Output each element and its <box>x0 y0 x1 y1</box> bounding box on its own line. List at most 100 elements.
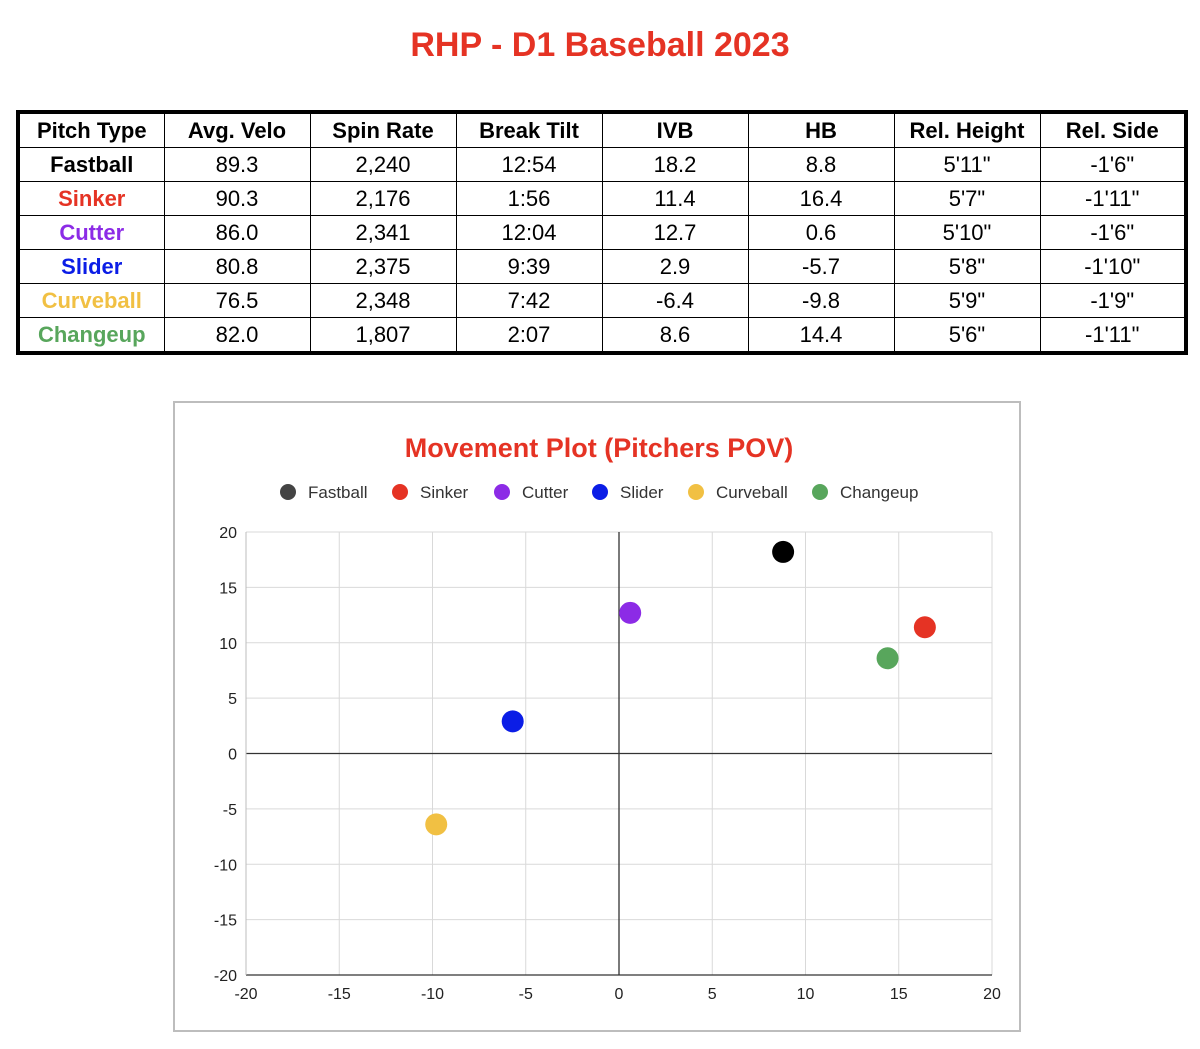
data-point-fastball <box>772 540 795 563</box>
legend-label: Sinker <box>420 483 469 502</box>
table-cell: 2:07 <box>455 317 603 354</box>
pitch-type-cell: Cutter <box>17 215 165 250</box>
table-cell: -1'9" <box>1039 283 1187 318</box>
table-row: Fastball 89.3 2,240 12:54 18.2 8.8 5'11" -1'6" <box>17 147 1187 182</box>
table-cell: 80.8 <box>163 249 311 284</box>
legend-label: Curveball <box>716 483 788 502</box>
table-cell: 5'7" <box>893 181 1041 216</box>
x-tick-label: 0 <box>615 986 624 1003</box>
table-row: Curveball 76.5 2,348 7:42 -6.4 -9.8 5'9" -1'9" <box>17 283 1187 318</box>
header-break-tilt: Break Tilt <box>455 111 603 148</box>
pitch-type-cell: Curveball <box>17 283 165 318</box>
chart-tick-labels: -20 -15 -10 -5 0 5 10 15 20 20 15 10 5 0 -5 -10 -15 -20 <box>214 525 1001 1003</box>
chart-axes <box>245 532 992 976</box>
table-cell: -6.4 <box>601 283 749 318</box>
data-point-changeup <box>876 647 899 670</box>
table-cell: -1'11" <box>1039 317 1187 354</box>
y-tick-label: -5 <box>223 802 237 819</box>
table-cell: 82.0 <box>163 317 311 354</box>
table-cell: 1:56 <box>455 181 603 216</box>
y-tick-label: 10 <box>219 636 237 653</box>
header-spin-rate: Spin Rate <box>309 111 457 148</box>
table-cell: 0.6 <box>747 215 895 250</box>
table-cell: 2,240 <box>309 147 457 182</box>
table-cell: -1'6" <box>1039 215 1187 250</box>
movement-plot-svg: Movement Plot (Pitchers POV) Fastball Sin… <box>214 433 1001 1003</box>
y-tick-label: -10 <box>214 857 237 874</box>
x-tick-label: 15 <box>890 986 908 1003</box>
header-hb: HB <box>747 111 895 148</box>
legend-marker <box>812 484 828 500</box>
table-cell: 5'10" <box>893 215 1041 250</box>
legend-label: Cutter <box>522 483 569 502</box>
legend-marker <box>688 484 704 500</box>
table-cell: 2,341 <box>309 215 457 250</box>
legend-label: Slider <box>620 483 664 502</box>
y-tick-label: 20 <box>219 525 237 542</box>
legend-label: Changeup <box>840 483 918 502</box>
x-tick-label: 10 <box>797 986 815 1003</box>
table-cell: -5.7 <box>747 249 895 284</box>
table-cell: -1'6" <box>1039 147 1187 182</box>
table-cell: 5'6" <box>893 317 1041 354</box>
x-tick-label: -10 <box>421 986 444 1003</box>
x-tick-label: 5 <box>708 986 717 1003</box>
table-cell: 12:54 <box>455 147 603 182</box>
legend-marker <box>494 484 510 500</box>
table-cell: 8.6 <box>601 317 749 354</box>
data-point-slider <box>501 710 524 733</box>
table-cell: 1,807 <box>309 317 457 354</box>
table-cell: -1'10" <box>1039 249 1187 284</box>
x-tick-label: -5 <box>519 986 533 1003</box>
table-cell: 5'9" <box>893 283 1041 318</box>
legend-marker <box>592 484 608 500</box>
y-tick-label: 15 <box>219 580 237 597</box>
x-tick-label: 20 <box>983 986 1001 1003</box>
table-header-row: Pitch Type Avg. Velo Spin Rate Break Til… <box>17 111 1187 148</box>
y-tick-label: -15 <box>214 913 237 930</box>
table-row: Sinker 90.3 2,176 1:56 11.4 16.4 5'7" -1'11" <box>17 181 1187 216</box>
header-rel-side: Rel. Side <box>1039 111 1187 148</box>
table-cell: 89.3 <box>163 147 311 182</box>
x-tick-label: -15 <box>328 986 351 1003</box>
data-point-sinker <box>913 616 936 639</box>
table-row: Slider 80.8 2,375 9:39 2.9 -5.7 5'8" -1'10" <box>17 249 1187 284</box>
data-point-curveball <box>425 813 448 836</box>
table-cell: 12.7 <box>601 215 749 250</box>
table-cell: 11.4 <box>601 181 749 216</box>
table-cell: 9:39 <box>455 249 603 284</box>
x-tick-label: -20 <box>234 986 257 1003</box>
table-cell: 90.3 <box>163 181 311 216</box>
table-cell: 8.8 <box>747 147 895 182</box>
table-cell: 86.0 <box>163 215 311 250</box>
table-cell: 76.5 <box>163 283 311 318</box>
movement-plot: Movement Plot (Pitchers POV) Fastball Sin… <box>173 401 1021 1032</box>
table-cell: 18.2 <box>601 147 749 182</box>
header-rel-height: Rel. Height <box>893 111 1041 148</box>
table-cell: 2,375 <box>309 249 457 284</box>
pitch-type-cell: Slider <box>17 249 165 284</box>
table-cell: 2.9 <box>601 249 749 284</box>
table-cell: 7:42 <box>455 283 603 318</box>
table-cell: 14.4 <box>747 317 895 354</box>
chart-title: Movement Plot (Pitchers POV) <box>405 433 794 463</box>
table-row: Changeup 82.0 1,807 2:07 8.6 14.4 5'6" -1'11" <box>17 317 1187 354</box>
table-cell: -9.8 <box>747 283 895 318</box>
table-cell: 16.4 <box>747 181 895 216</box>
y-tick-label: -20 <box>214 968 237 985</box>
pitch-type-cell: Changeup <box>17 317 165 354</box>
header-avg-velo: Avg. Velo <box>163 111 311 148</box>
y-tick-label: 5 <box>228 691 237 708</box>
table-cell: 12:04 <box>455 215 603 250</box>
table-cell: 2,348 <box>309 283 457 318</box>
chart-points <box>425 540 936 836</box>
page-title: RHP - D1 Baseball 2023 <box>410 26 790 64</box>
table-cell: -1'11" <box>1039 181 1187 216</box>
chart-legend: Fastball Sinker Cutter Slider Curveball Chang… <box>280 483 918 502</box>
header-pitch-type: Pitch Type <box>17 111 165 148</box>
y-tick-label: 0 <box>228 747 237 764</box>
legend-marker <box>280 484 296 500</box>
table-cell: 5'11" <box>893 147 1041 182</box>
pitch-type-cell: Fastball <box>17 147 165 182</box>
legend-label: Fastball <box>308 483 368 502</box>
